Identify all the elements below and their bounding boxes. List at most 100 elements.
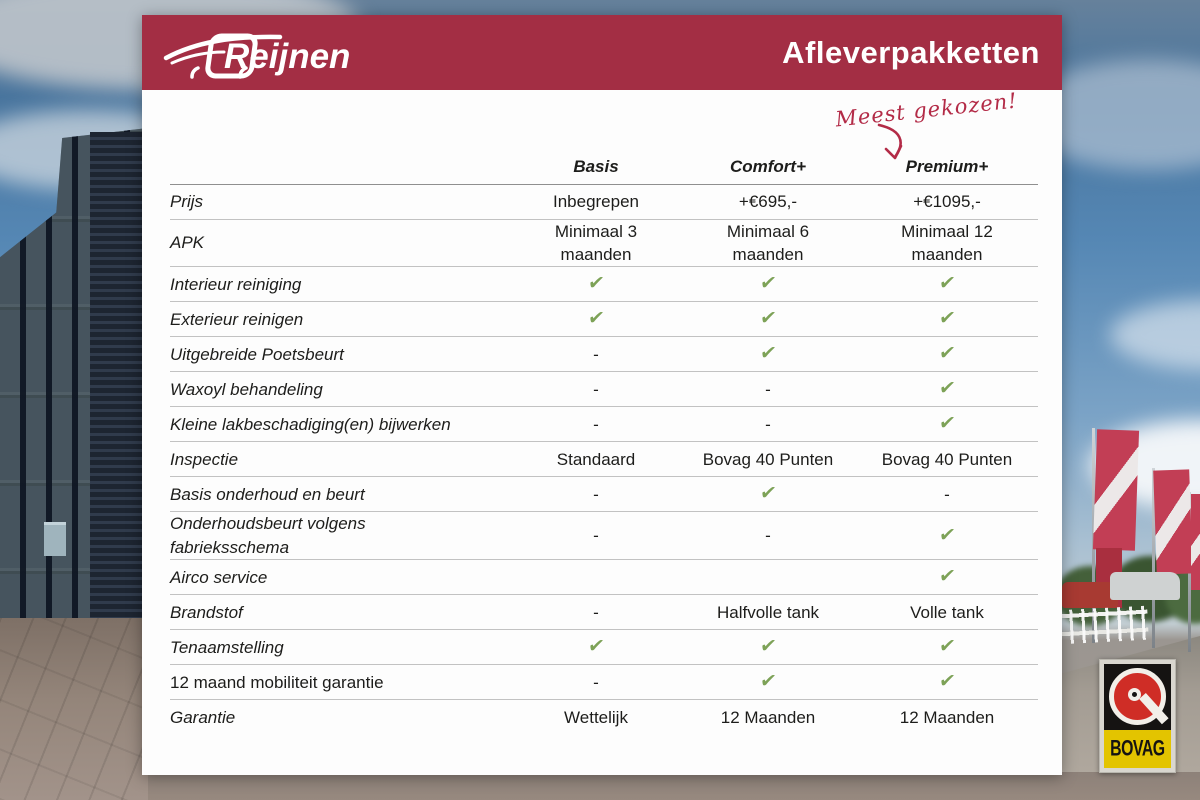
table-cell: - bbox=[765, 414, 771, 434]
table-cell: ✔ bbox=[856, 337, 1038, 372]
table-cell: Volle tank bbox=[910, 602, 984, 622]
table-cell: Bovag 40 Punten bbox=[702, 449, 834, 469]
annotation-text: Meest gekozen! bbox=[834, 88, 1019, 132]
table-cell: - bbox=[593, 526, 599, 546]
table-cell: - bbox=[593, 484, 599, 504]
table-cell: - bbox=[593, 602, 599, 622]
check-icon: ✔ bbox=[937, 343, 957, 365]
row-label: Garantie bbox=[170, 707, 236, 727]
table-row: Onderhoudsbeurt volgens fabrieksschema - -… bbox=[170, 512, 1038, 560]
table-cell: ✔ bbox=[512, 302, 680, 337]
row-label: Inspectie bbox=[170, 449, 239, 469]
check-icon: ✔ bbox=[586, 273, 606, 295]
bovag-key-icon bbox=[1104, 664, 1171, 730]
table-row: APK Minimaal 3 maanden Minimaal 6 maanden M… bbox=[170, 219, 1038, 267]
row-label: Airco service bbox=[170, 567, 268, 587]
bovag-text: BOVAG bbox=[1110, 736, 1165, 761]
row-label: Interieur reiniging bbox=[170, 274, 302, 294]
parked-car bbox=[1110, 572, 1180, 600]
check-icon: ✔ bbox=[937, 671, 957, 693]
row-label: Kleine lakbeschadiging(en) bijwerken bbox=[170, 414, 451, 434]
cloud bbox=[1110, 300, 1200, 370]
table-cell: - bbox=[593, 672, 599, 692]
check-icon: ✔ bbox=[937, 566, 957, 588]
table-cell: ✔ bbox=[856, 630, 1038, 665]
table-cell: ✔ bbox=[856, 560, 1038, 595]
table-row: Inspectie Standaard Bovag 40 Punten Bovag 4… bbox=[170, 442, 1038, 477]
check-icon: ✔ bbox=[937, 524, 957, 546]
card-body: Meest gekozen! Basis Comfort+ Premium+ bbox=[142, 88, 1062, 775]
table-cell: Minimaal 3 maanden bbox=[554, 221, 638, 264]
check-icon: ✔ bbox=[937, 378, 957, 400]
table-cell: ✔ bbox=[512, 267, 680, 302]
dealer-flag bbox=[1191, 494, 1200, 590]
table-cell: Minimaal 6 maanden bbox=[726, 221, 810, 264]
table-cell: +€695,- bbox=[738, 191, 798, 211]
row-label: Exterieur reinigen bbox=[170, 309, 304, 329]
afleverpakketten-card: Reijnen Afleverpakketten Meest gekozen! … bbox=[142, 15, 1062, 775]
table-cell: - bbox=[593, 344, 599, 364]
table-cell: ✔ bbox=[680, 477, 856, 512]
table-row: Airco service ✔ bbox=[170, 560, 1038, 595]
table-cell: Bovag 40 Punten bbox=[881, 449, 1013, 469]
table-cell: - bbox=[944, 484, 950, 504]
row-label: Waxoyl behandeling bbox=[170, 379, 323, 399]
page-title: Afleverpakketten bbox=[782, 34, 1040, 70]
pavement bbox=[148, 772, 1200, 800]
table-cell: ✔ bbox=[856, 302, 1038, 337]
row-label: APK bbox=[170, 233, 205, 253]
table-cell: ✔ bbox=[856, 372, 1038, 407]
package-comparison-table: Basis Comfort+ Premium+ Prijs Inbegrepen +… bbox=[170, 148, 1038, 735]
table-cell: ✔ bbox=[856, 267, 1038, 302]
table-cell: - bbox=[765, 379, 771, 399]
row-label: Uitgebreide Poetsbeurt bbox=[170, 344, 344, 364]
table-cell: - bbox=[593, 414, 599, 434]
flag-pole bbox=[1152, 468, 1155, 648]
card-header: Reijnen Afleverpakketten bbox=[142, 15, 1062, 90]
brick-pavement bbox=[0, 618, 148, 800]
row-label: 12 maand mobiliteit garantie bbox=[170, 672, 384, 692]
brand-text: Reijnen bbox=[224, 37, 350, 76]
row-label: Onderhoudsbeurt volgens fabrieksschema bbox=[170, 514, 366, 557]
table-cell: ✔ bbox=[856, 407, 1038, 442]
table-cell: ✔ bbox=[680, 302, 856, 337]
table-row: Uitgebreide Poetsbeurt - ✔ ✔ bbox=[170, 337, 1038, 372]
table-row: Kleine lakbeschadiging(en) bijwerken - - ✔ bbox=[170, 407, 1038, 442]
column-header-basis: Basis bbox=[573, 156, 619, 176]
reijnen-logo: Reijnen bbox=[162, 24, 377, 82]
table-cell: +€1095,- bbox=[913, 191, 981, 211]
table-cell: ✔ bbox=[680, 665, 856, 700]
check-icon: ✔ bbox=[937, 636, 957, 658]
table-row: Interieur reiniging ✔ ✔ ✔ bbox=[170, 267, 1038, 302]
bovag-key-head bbox=[1128, 688, 1141, 701]
dealer-flag bbox=[1153, 469, 1193, 575]
check-icon: ✔ bbox=[758, 636, 778, 658]
table-cell: ✔ bbox=[680, 267, 856, 302]
table-cell: ✔ bbox=[680, 337, 856, 372]
table-cell bbox=[680, 560, 856, 595]
check-icon: ✔ bbox=[586, 308, 606, 330]
table-cell: Halfvolle tank bbox=[716, 602, 820, 622]
column-header-comfort: Comfort+ bbox=[729, 156, 807, 176]
parked-car bbox=[1062, 582, 1118, 608]
check-icon: ✔ bbox=[758, 273, 778, 295]
table-cell: ✔ bbox=[856, 512, 1038, 560]
bovag-wordmark: BOVAG bbox=[1104, 730, 1171, 768]
building-tower bbox=[90, 132, 148, 624]
table-cell bbox=[512, 560, 680, 595]
check-icon: ✔ bbox=[937, 413, 957, 435]
table-row: Garantie Wettelijk 12 Maanden 12 Maanden bbox=[170, 700, 1038, 735]
corner-cell bbox=[170, 148, 512, 184]
white-fence bbox=[1057, 605, 1149, 645]
table-cell: Minimaal 12 maanden bbox=[901, 221, 993, 264]
table-cell: - bbox=[593, 379, 599, 399]
check-icon: ✔ bbox=[758, 343, 778, 365]
check-icon: ✔ bbox=[937, 273, 957, 295]
table-row: Waxoyl behandeling - - ✔ bbox=[170, 372, 1038, 407]
column-header-row: Basis Comfort+ Premium+ bbox=[170, 148, 1038, 184]
trash-bin bbox=[44, 522, 66, 556]
row-label: Prijs bbox=[170, 191, 204, 211]
table-row: Basis onderhoud en beurt - ✔ - bbox=[170, 477, 1038, 512]
table-cell: ✔ bbox=[856, 665, 1038, 700]
car-swoosh-icon: Reijnen bbox=[163, 33, 350, 79]
